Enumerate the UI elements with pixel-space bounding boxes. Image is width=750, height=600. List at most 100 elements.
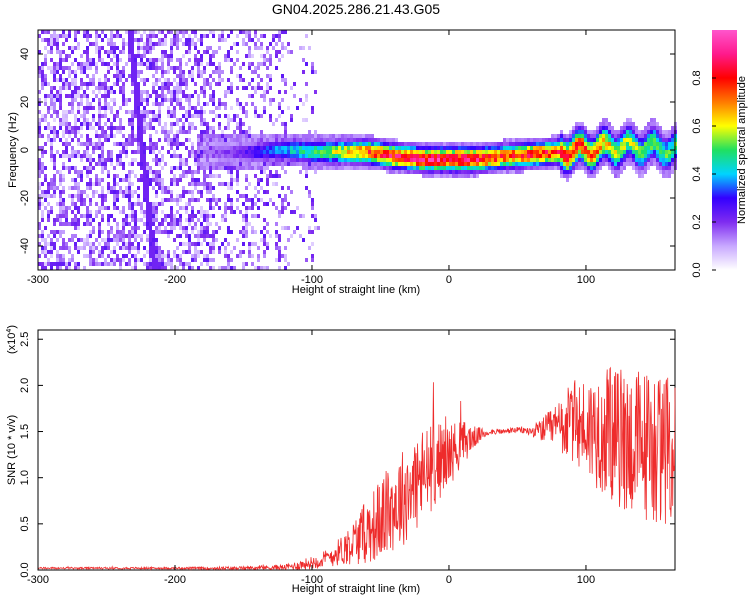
spectrogram-cell: [194, 242, 197, 246]
spectrogram-cell: [101, 106, 104, 110]
spectrogram-cell: [116, 206, 119, 210]
spectrogram-cell: [38, 146, 41, 150]
spectrogram-cell: [248, 206, 251, 210]
spectrogram-cell: [56, 90, 59, 94]
spectrogram-cell: [491, 166, 494, 170]
spectrogram-cell: [176, 118, 179, 122]
spectrogram-cell: [263, 134, 266, 138]
spectrogram-cell: [491, 162, 494, 166]
spectrogram-cell: [596, 170, 599, 174]
spectrogram-cell: [173, 78, 176, 82]
spectrogram-cell: [410, 170, 413, 174]
spectrogram-cell: [152, 206, 155, 210]
spectrogram-cell: [473, 162, 476, 166]
spectrogram-cell: [170, 66, 173, 70]
spectrogram-cell: [467, 150, 470, 154]
spectrogram-cell: [584, 154, 587, 158]
spectrogram-cell: [287, 106, 290, 110]
spectrogram-cell: [74, 78, 77, 82]
spectrogram-cell: [239, 194, 242, 198]
spectrogram-cell: [179, 194, 182, 198]
spectrogram-cell: [146, 178, 149, 182]
spectrogram-cell: [53, 110, 56, 114]
spectrogram-cell: [269, 58, 272, 62]
spectrogram-cell: [257, 62, 260, 66]
spectrogram-cell: [281, 254, 284, 258]
spectrogram-cell: [260, 130, 263, 134]
spectrogram-cell: [353, 158, 356, 162]
spectrogram-cell: [110, 38, 113, 42]
spectrogram-cell: [299, 162, 302, 166]
spectrogram-cell: [155, 254, 158, 258]
snr-x-tick-label: -200: [164, 574, 186, 586]
spectrogram-cell: [152, 46, 155, 50]
spectrogram-cell: [284, 158, 287, 162]
spectrogram-cell: [305, 98, 308, 102]
spectrogram-cell: [194, 158, 197, 162]
spectrogram-cell: [167, 214, 170, 218]
spectrogram-cell: [329, 166, 332, 170]
spectrogram-cell: [272, 162, 275, 166]
spectrogram-cell: [146, 122, 149, 126]
spectrogram-cell: [629, 118, 632, 122]
spectrogram-cell: [227, 198, 230, 202]
spectrogram-cell: [287, 262, 290, 266]
spectrogram-cell: [68, 194, 71, 198]
spectrogram-cell: [107, 174, 110, 178]
spectrogram-cell: [131, 214, 134, 218]
spectrogram-cell: [125, 190, 128, 194]
spectrogram-cell: [125, 178, 128, 182]
spectrogram-cell: [128, 214, 131, 218]
spectrogram-cell: [200, 162, 203, 166]
spectrogram-cell: [458, 146, 461, 150]
spectrogram-cell: [308, 142, 311, 146]
spectrogram-cell: [530, 138, 533, 142]
spectrogram-cell: [488, 142, 491, 146]
spectrogram-cell: [620, 130, 623, 134]
spectrogram-cell: [62, 198, 65, 202]
spectrogram-cell: [194, 54, 197, 58]
spectrogram-cell: [86, 46, 89, 50]
spectrogram-cell: [263, 142, 266, 146]
spectrogram-cell: [182, 54, 185, 58]
spectrogram-cell: [95, 122, 98, 126]
spectrogram-cell: [239, 102, 242, 106]
spectrogram-cell: [554, 166, 557, 170]
spectrogram-cell: [623, 162, 626, 166]
spectrogram-cell: [527, 154, 530, 158]
spectrogram-cell: [176, 90, 179, 94]
spectrogram-cell: [56, 266, 59, 270]
spectrogram-cell: [107, 254, 110, 258]
spectrogram-cell: [590, 154, 593, 158]
spectrogram-cell: [62, 262, 65, 266]
spectrogram-cell: [41, 166, 44, 170]
spectrogram-cell: [611, 150, 614, 154]
spectrogram-cell: [53, 230, 56, 234]
spectrogram-cell: [587, 138, 590, 142]
spectrogram-cell: [278, 174, 281, 178]
spectrogram-cell: [149, 210, 152, 214]
spectrogram-cell: [335, 166, 338, 170]
spectrogram-cell: [197, 198, 200, 202]
spectrogram-cell: [419, 166, 422, 170]
spectrogram-cell: [275, 146, 278, 150]
spectrogram-cell: [245, 262, 248, 266]
spectrogram-cell: [593, 150, 596, 154]
spectrogram-cell: [398, 170, 401, 174]
spectrogram-cell: [212, 242, 215, 246]
spectrogram-cell: [233, 118, 236, 122]
spectrogram-cell: [200, 214, 203, 218]
spectrogram-cell: [71, 234, 74, 238]
spectrogram-cell: [224, 150, 227, 154]
spectrogram-cell: [197, 154, 200, 158]
spectrogram-cell: [38, 98, 41, 102]
spectrogram-cell: [281, 198, 284, 202]
spectrogram-cell: [311, 70, 314, 74]
spectrogram-cell: [164, 226, 167, 230]
spectrogram-cell: [161, 190, 164, 194]
spectrogram-cell: [224, 126, 227, 130]
spectrogram-cell: [458, 170, 461, 174]
spectrogram-cell: [623, 154, 626, 158]
spectrogram-cell: [65, 266, 68, 270]
spectrogram-cell: [56, 78, 59, 82]
